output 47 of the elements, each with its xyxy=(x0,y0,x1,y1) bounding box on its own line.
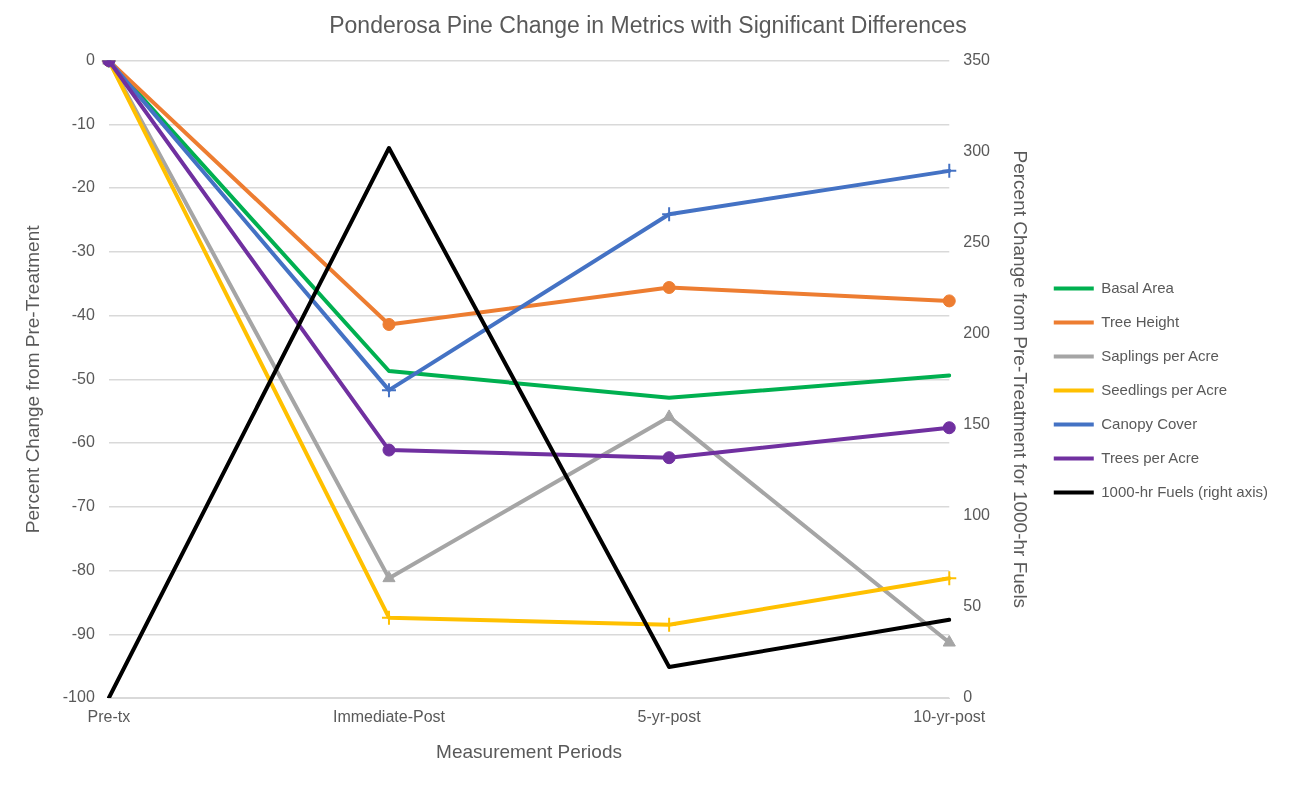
x-tick-label: Immediate-Post xyxy=(332,708,446,726)
x-axis-title: Measurement Periods xyxy=(436,740,622,762)
y-axis-title: Percent Change from Pre-Treatment xyxy=(21,224,43,534)
point xyxy=(662,281,676,295)
point xyxy=(942,635,956,647)
y2-tick-label: 50 xyxy=(963,597,982,615)
y-tick-label: -50 xyxy=(71,369,95,387)
y2-tick-label: 0 xyxy=(963,688,973,706)
y2-tick-label: 250 xyxy=(963,233,991,251)
legend-label: Tree Height xyxy=(1101,312,1180,330)
point xyxy=(662,409,676,421)
point xyxy=(380,382,397,399)
y2-tick-label: 100 xyxy=(963,506,991,524)
y2-tick-label: 300 xyxy=(963,142,991,160)
point xyxy=(942,294,956,308)
legend-label: 1000-hr Fuels (right axis) xyxy=(1101,482,1269,500)
x-tick-label: 10-yr-post xyxy=(913,708,986,726)
point xyxy=(382,317,396,331)
point xyxy=(662,451,676,465)
point xyxy=(942,421,956,435)
y-tick-label: -40 xyxy=(71,305,95,323)
chart-title: Ponderosa Pine Change in Metrics with Significant Differences xyxy=(329,12,967,39)
legend-label: Trees per Acre xyxy=(1101,448,1200,466)
point xyxy=(941,570,958,587)
y-tick-label: -90 xyxy=(71,624,95,642)
y-tick-label: -100 xyxy=(62,688,95,706)
y-tick-label: -60 xyxy=(71,433,95,451)
legend-label: Basal Area xyxy=(1101,278,1175,296)
legend-label: Saplings per Acre xyxy=(1101,346,1219,364)
y2-tick-label: 350 xyxy=(963,51,991,69)
point xyxy=(661,206,678,223)
point xyxy=(382,570,396,583)
y-tick-label: -30 xyxy=(71,242,95,260)
x-tick-label: Pre-tx xyxy=(87,708,131,726)
legend-label: Canopy Cover xyxy=(1101,414,1198,432)
point xyxy=(382,443,396,457)
y-tick-label: -80 xyxy=(71,560,95,578)
x-tick-label: 5-yr-post xyxy=(637,708,702,726)
y2-tick-label: 200 xyxy=(963,324,991,342)
y2-axis-title: Percent Change from Pre-Treatment for 1000-hr Fuels xyxy=(1010,150,1032,609)
point xyxy=(941,162,958,179)
y-tick-label: -10 xyxy=(71,114,95,132)
legend-label: Seedlings per Acre xyxy=(1101,380,1228,398)
y-tick-label: 0 xyxy=(85,51,95,69)
y2-tick-label: 150 xyxy=(963,415,991,433)
y-tick-label: -70 xyxy=(71,497,95,515)
y-tick-label: -20 xyxy=(71,178,95,196)
